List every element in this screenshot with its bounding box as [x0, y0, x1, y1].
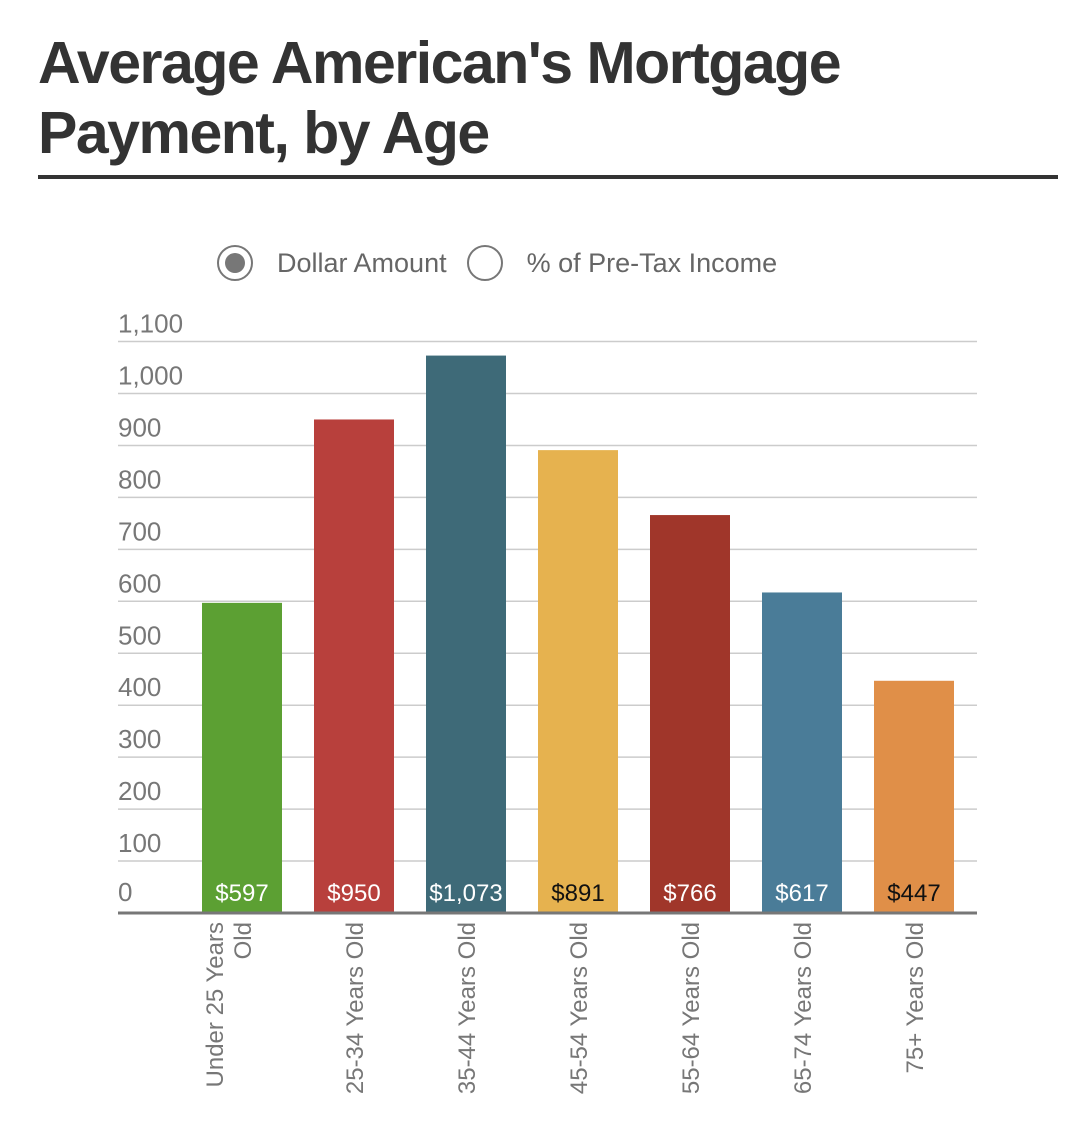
x-tick-label: 55-64 Years Old: [678, 922, 705, 1094]
y-tick-label: 1,000: [118, 361, 183, 391]
x-tick-label: 45-54 Years Old: [566, 922, 593, 1094]
x-tick-label: 65-74 Years Old: [790, 922, 817, 1094]
x-tick-label: Old: [230, 922, 257, 959]
y-tick-label: 700: [118, 516, 161, 546]
y-tick-label: 0: [118, 877, 132, 907]
data-label: $597: [215, 880, 268, 907]
y-tick-label: 600: [118, 568, 161, 598]
y-tick-label: 800: [118, 464, 161, 494]
y-tick-label: 300: [118, 724, 161, 754]
x-tick-label: 25-34 Years Old: [342, 922, 369, 1094]
dollar-amount-option[interactable]: Dollar Amount: [217, 245, 447, 281]
radio-selected-icon[interactable]: [217, 245, 253, 281]
data-label: $617: [775, 880, 828, 907]
pre-tax-income-option[interactable]: % of Pre-Tax Income: [466, 245, 778, 281]
data-label: $950: [327, 880, 380, 907]
dollar-amount-label: Dollar Amount: [277, 247, 447, 278]
bar[interactable]: [874, 680, 954, 913]
data-label: $1,073: [429, 880, 502, 907]
bar[interactable]: [314, 419, 394, 913]
y-tick-label: 500: [118, 620, 161, 650]
bar[interactable]: [650, 515, 730, 913]
x-tick-label: 75+ Years Old: [902, 922, 929, 1073]
data-label: $891: [551, 880, 604, 907]
radio-unselected-icon[interactable]: [466, 245, 503, 281]
x-tick-label: 35-44 Years Old: [454, 922, 481, 1094]
metric-toggle: Dollar Amount % of Pre-Tax Income: [217, 240, 917, 286]
bar[interactable]: [538, 450, 618, 913]
y-tick-label: 100: [118, 828, 161, 858]
chart-title: Average American's Mortgage Payment, by …: [38, 30, 842, 166]
y-tick-label: 200: [118, 776, 161, 806]
y-tick-label: 1,100: [118, 309, 183, 339]
bar[interactable]: [426, 355, 506, 913]
y-tick-label: 900: [118, 412, 161, 442]
x-tick-label: Under 25 Years: [202, 922, 229, 1087]
pre-tax-income-label: % of Pre-Tax Income: [526, 247, 778, 278]
data-label: $766: [663, 880, 716, 907]
title-underline: [38, 175, 1058, 179]
bar[interactable]: [762, 592, 842, 913]
data-label: $447: [887, 880, 940, 907]
bar[interactable]: [202, 602, 282, 913]
y-tick-label: 400: [118, 672, 161, 702]
